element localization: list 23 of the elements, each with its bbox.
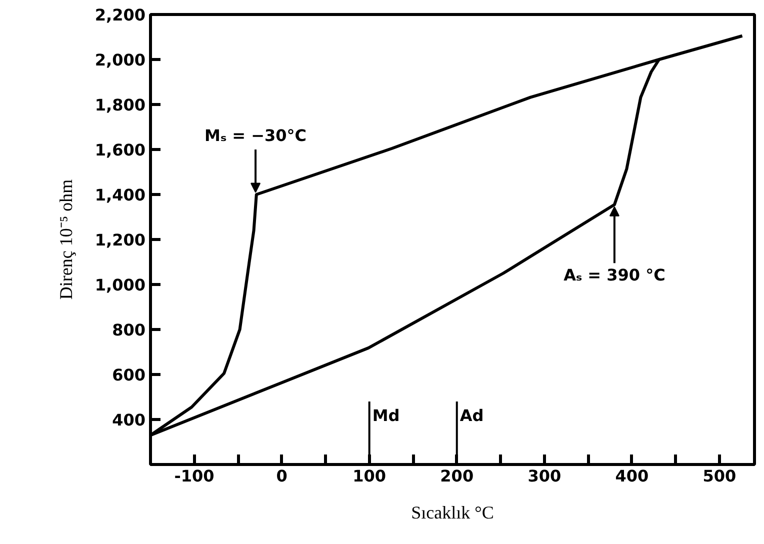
ref-line-label: Ad [460,406,484,425]
x-tick-label: 100 [352,466,386,486]
x-tick-label: 200 [440,466,474,486]
x-tick-label: 400 [615,466,649,486]
y-tick-label: 1,600 [94,140,146,160]
y-tick-label: 1,200 [94,230,146,250]
x-tick-label: 0 [276,466,288,486]
y-tick-label: 2,000 [94,50,146,70]
x-axis-title: Sıcaklık °C [411,502,494,522]
x-tick-label: 500 [702,466,736,486]
y-tick-label: 1,400 [94,186,146,204]
ref-line-label: Md [372,406,400,425]
x-tick-label: 300 [528,466,562,486]
y-tick-label: 1,800 [94,96,146,114]
y-tick-label: 1,000 [94,276,146,294]
y-tick-label: 600 [112,366,146,384]
y-tick-label: 800 [112,320,146,340]
annotation: Aₛ = 390 °C [564,265,666,284]
y-tick-label: 400 [112,410,146,430]
x-tick-label: -100 [174,466,214,486]
y-tick-label: 2,200 [94,6,146,24]
y-axis-title: Direnç 10⁻⁵ ohm [56,179,76,300]
annotation: Mₛ = −30°C [204,126,307,145]
